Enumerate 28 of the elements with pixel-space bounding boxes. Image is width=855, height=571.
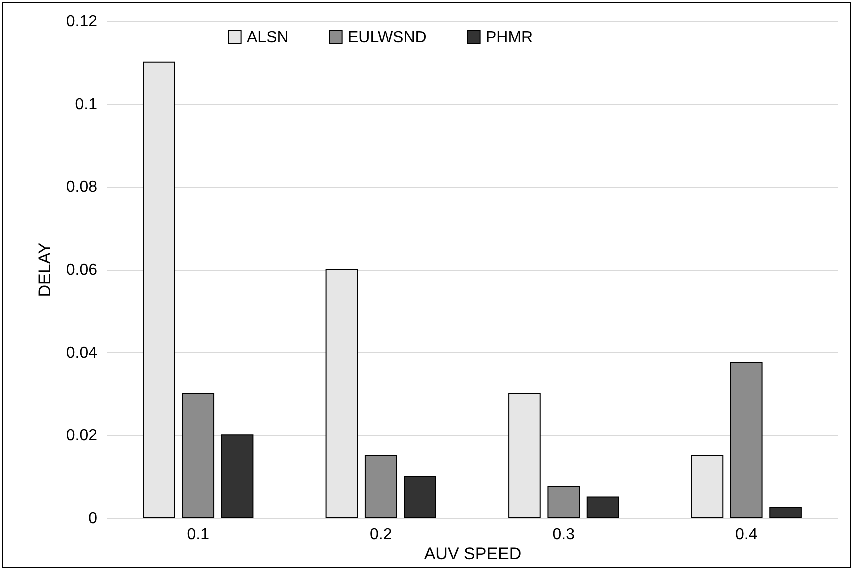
bar — [508, 393, 541, 518]
y-tick-label: 0.04 — [66, 344, 98, 362]
x-tick-label: 0.2 — [370, 526, 392, 544]
bar — [143, 62, 176, 518]
bar — [364, 455, 398, 518]
legend-label: PHMR — [486, 29, 534, 46]
bar — [691, 455, 724, 518]
y-tick-label: 0.06 — [66, 262, 98, 279]
y-tick-label: 0.1 — [75, 96, 98, 114]
bar — [221, 434, 254, 518]
x-axis-title: AUV SPEED — [424, 544, 522, 564]
y-tick-label: 0.02 — [66, 428, 98, 445]
x-tick-label: 0.3 — [552, 526, 576, 544]
y-axis-title: DELAY — [35, 242, 54, 298]
x-tick-label: 0.1 — [187, 526, 210, 544]
y-tick-label: 0.12 — [66, 14, 98, 30]
y-tick-label: 0.08 — [66, 179, 98, 196]
bar — [586, 496, 620, 518]
legend-label: EULWSND — [348, 29, 427, 46]
y-tick-label: 0 — [88, 510, 98, 528]
bar — [730, 362, 763, 518]
bar — [326, 269, 358, 518]
x-tick-label: 0.4 — [736, 526, 758, 544]
bar — [548, 486, 580, 518]
bar — [770, 507, 802, 518]
bar — [404, 476, 436, 518]
legend-label: ALSN — [247, 29, 289, 46]
bar — [182, 393, 215, 518]
